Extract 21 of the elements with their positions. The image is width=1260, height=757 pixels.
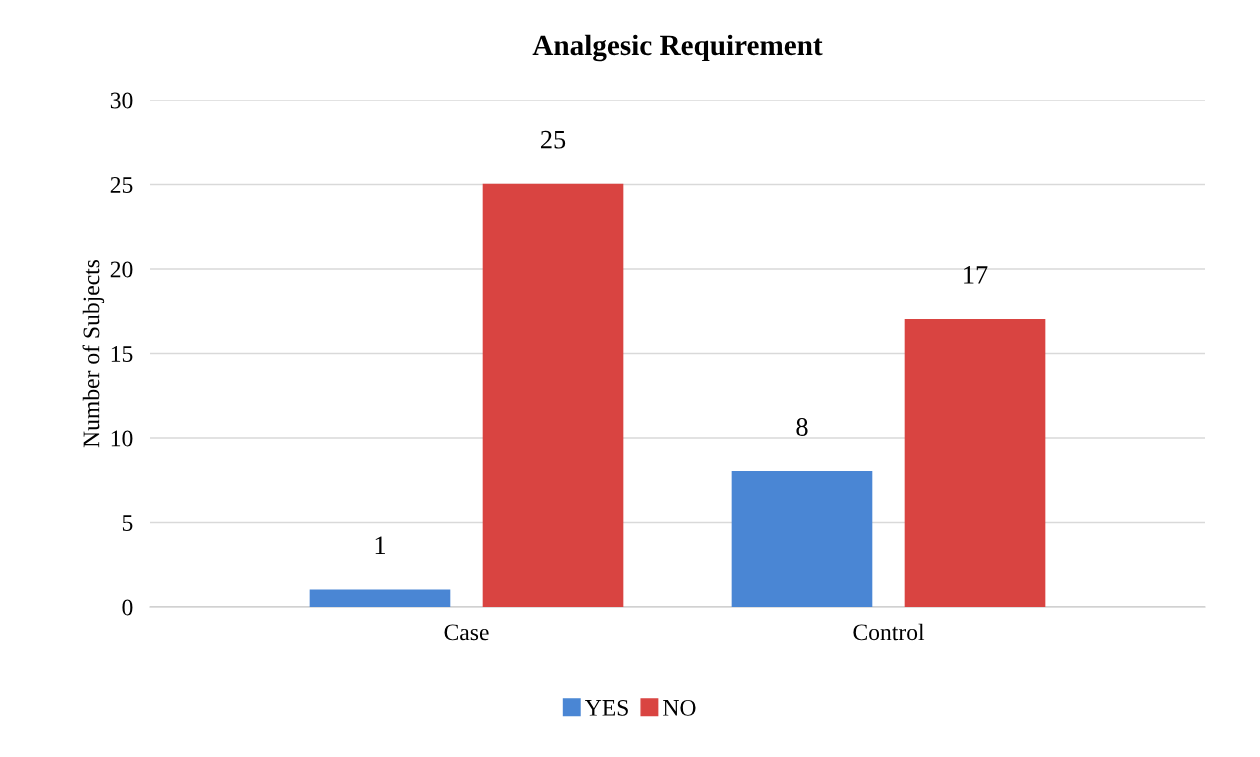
data-label: 1 bbox=[375, 536, 385, 554]
bar bbox=[482, 183, 624, 607]
data-label: 17 bbox=[964, 266, 988, 284]
chart-title: Analgesic Requirement bbox=[532, 34, 823, 62]
x-tick-label: Case bbox=[444, 624, 489, 641]
y-tick-label: 15 bbox=[111, 346, 133, 362]
legend-label: NO bbox=[663, 699, 696, 716]
y-tick-label: 20 bbox=[110, 261, 133, 278]
y-tick-label: 5 bbox=[122, 515, 133, 531]
bar bbox=[309, 589, 451, 607]
x-tick-label: Control bbox=[853, 623, 925, 641]
y-tick-label: 30 bbox=[110, 92, 133, 109]
y-tick-label: 0 bbox=[122, 599, 133, 616]
legend-label: YES bbox=[585, 699, 628, 716]
data-label: 8 bbox=[796, 418, 808, 436]
y-axis-title: Number of Subjects bbox=[82, 259, 105, 448]
y-tick-label: 10 bbox=[111, 430, 133, 447]
bar bbox=[731, 471, 873, 607]
y-tick-label: 25 bbox=[110, 177, 133, 193]
bar bbox=[904, 319, 1046, 607]
data-label: 25 bbox=[540, 130, 566, 149]
